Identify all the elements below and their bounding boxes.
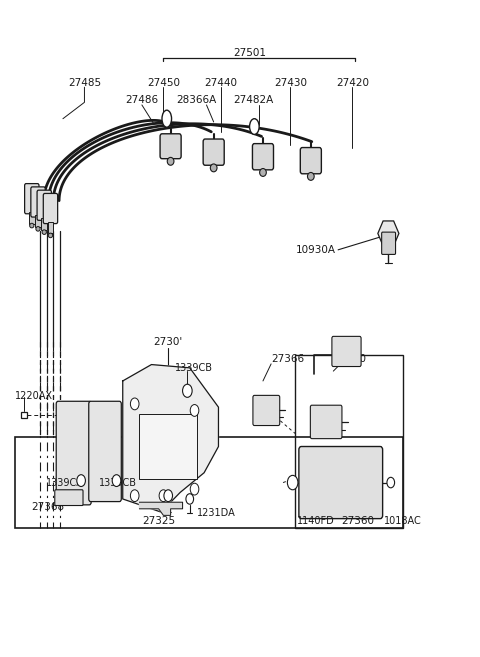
- FancyBboxPatch shape: [299, 447, 383, 518]
- Ellipse shape: [162, 110, 171, 127]
- Ellipse shape: [167, 158, 174, 166]
- Bar: [295, 355, 403, 528]
- Text: 27430: 27430: [274, 78, 307, 87]
- Text: 27440: 27440: [204, 78, 237, 87]
- Ellipse shape: [260, 169, 266, 176]
- Ellipse shape: [250, 119, 259, 135]
- Circle shape: [77, 475, 85, 486]
- Text: 1231DA: 1231DA: [197, 509, 236, 518]
- Text: 1339CA: 1339CA: [46, 478, 84, 487]
- Bar: [29, 212, 35, 223]
- Text: 27450: 27450: [147, 78, 180, 87]
- Circle shape: [112, 475, 121, 486]
- Ellipse shape: [210, 164, 217, 172]
- FancyBboxPatch shape: [24, 183, 39, 214]
- Ellipse shape: [308, 173, 314, 180]
- Bar: [35, 215, 41, 227]
- Circle shape: [182, 384, 192, 397]
- Circle shape: [164, 489, 172, 501]
- FancyBboxPatch shape: [252, 144, 274, 170]
- FancyBboxPatch shape: [311, 405, 342, 439]
- Bar: [48, 221, 53, 233]
- Text: 1339CB: 1339CB: [175, 363, 214, 373]
- Text: 10930A: 10930A: [296, 245, 336, 255]
- Text: 27485: 27485: [68, 78, 101, 87]
- Text: 27366: 27366: [271, 354, 304, 365]
- FancyBboxPatch shape: [203, 139, 224, 166]
- FancyBboxPatch shape: [332, 336, 361, 367]
- FancyBboxPatch shape: [43, 193, 58, 223]
- Circle shape: [288, 476, 298, 489]
- FancyBboxPatch shape: [89, 401, 121, 501]
- Text: 27420: 27420: [336, 78, 369, 87]
- Circle shape: [131, 398, 139, 410]
- FancyBboxPatch shape: [382, 232, 396, 254]
- Circle shape: [190, 405, 199, 417]
- Text: 27368: 27368: [31, 502, 64, 512]
- Text: 27501: 27501: [233, 48, 266, 58]
- Text: 27360: 27360: [341, 516, 374, 526]
- Polygon shape: [140, 502, 182, 515]
- Text: 1220AX: 1220AX: [15, 391, 53, 401]
- Text: 2730': 2730': [154, 336, 183, 347]
- Text: 1018AC: 1018AC: [384, 516, 421, 526]
- Circle shape: [190, 484, 199, 495]
- FancyBboxPatch shape: [300, 148, 322, 173]
- Ellipse shape: [48, 233, 53, 238]
- FancyBboxPatch shape: [37, 190, 51, 220]
- Circle shape: [387, 478, 395, 487]
- Text: 27482A: 27482A: [233, 95, 274, 105]
- Circle shape: [186, 493, 193, 504]
- Text: 27325: 27325: [142, 516, 175, 526]
- Text: 28366A: 28366A: [176, 95, 216, 105]
- FancyBboxPatch shape: [56, 401, 91, 505]
- Bar: [140, 414, 197, 480]
- Bar: [15, 437, 403, 528]
- Ellipse shape: [36, 227, 40, 231]
- Polygon shape: [123, 365, 218, 512]
- FancyBboxPatch shape: [160, 134, 181, 159]
- Text: 27320: 27320: [333, 354, 366, 365]
- Ellipse shape: [30, 223, 34, 228]
- FancyBboxPatch shape: [31, 187, 45, 217]
- Text: 1140FD: 1140FD: [297, 516, 334, 526]
- FancyBboxPatch shape: [55, 489, 83, 505]
- FancyBboxPatch shape: [253, 396, 280, 426]
- Text: 1339CB: 1339CB: [99, 478, 137, 487]
- Bar: [41, 218, 47, 230]
- Circle shape: [131, 489, 139, 501]
- Circle shape: [159, 489, 168, 501]
- Text: 27486: 27486: [125, 95, 158, 105]
- Ellipse shape: [42, 230, 47, 235]
